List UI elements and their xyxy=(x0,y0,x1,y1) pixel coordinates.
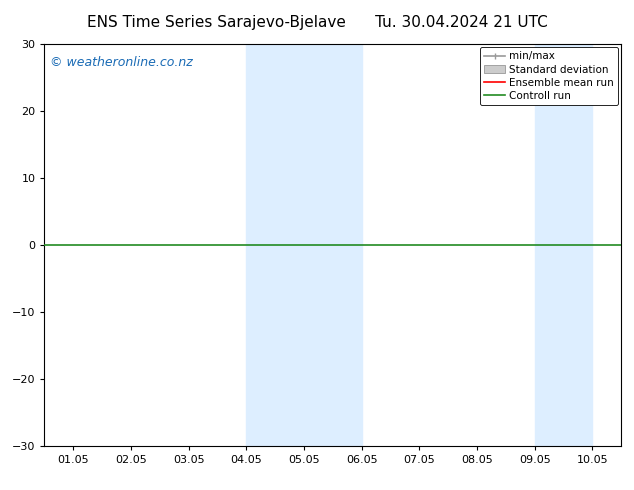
Bar xyxy=(534,44,592,446)
Bar xyxy=(304,44,361,446)
Text: © weatheronline.co.nz: © weatheronline.co.nz xyxy=(50,56,193,69)
Legend: min/max, Standard deviation, Ensemble mean run, Controll run: min/max, Standard deviation, Ensemble me… xyxy=(480,47,618,105)
Text: ENS Time Series Sarajevo-Bjelave      Tu. 30.04.2024 21 UTC: ENS Time Series Sarajevo-Bjelave Tu. 30.… xyxy=(87,15,547,30)
Bar xyxy=(246,44,304,446)
